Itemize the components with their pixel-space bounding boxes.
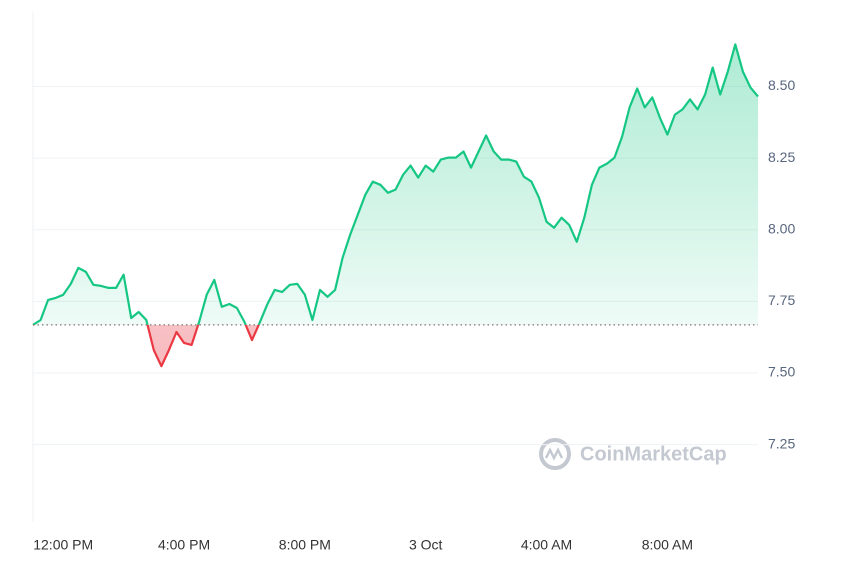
watermark: CoinMarketCap xyxy=(539,438,727,470)
y-tick-label: 8.25 xyxy=(768,149,795,165)
y-tick-label: 7.50 xyxy=(768,364,795,380)
price-line xyxy=(32,43,759,325)
x-tick-label: 3 Oct xyxy=(409,537,443,553)
y-tick-label: 8.50 xyxy=(768,77,795,93)
price-line-below xyxy=(32,324,260,368)
x-tick-label: 4:00 PM xyxy=(158,537,210,553)
y-tick-label: 7.25 xyxy=(768,435,795,451)
y-tick-label: 8.00 xyxy=(768,220,795,236)
x-tick-label: 8:00 PM xyxy=(279,537,331,553)
y-tick-label: 7.75 xyxy=(768,292,795,308)
x-tick-label: 8:00 AM xyxy=(642,537,693,553)
x-tick-label: 4:00 AM xyxy=(521,537,572,553)
area-above xyxy=(33,44,758,325)
x-tick-label: 12:00 PM xyxy=(33,537,93,553)
watermark-text: CoinMarketCap xyxy=(580,443,727,465)
